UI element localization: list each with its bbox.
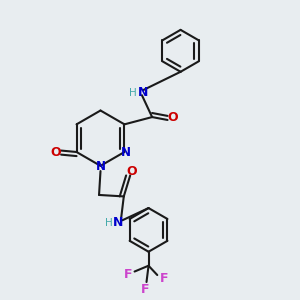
Text: F: F (124, 268, 132, 281)
Text: H: H (105, 218, 113, 228)
Text: O: O (126, 165, 137, 178)
Text: F: F (160, 272, 168, 285)
Text: O: O (50, 146, 61, 158)
Text: O: O (167, 111, 178, 124)
Text: F: F (141, 284, 149, 296)
Text: N: N (121, 146, 131, 158)
Text: N: N (113, 216, 123, 229)
Text: H: H (129, 88, 137, 98)
Text: N: N (95, 160, 106, 173)
Text: N: N (138, 86, 148, 99)
